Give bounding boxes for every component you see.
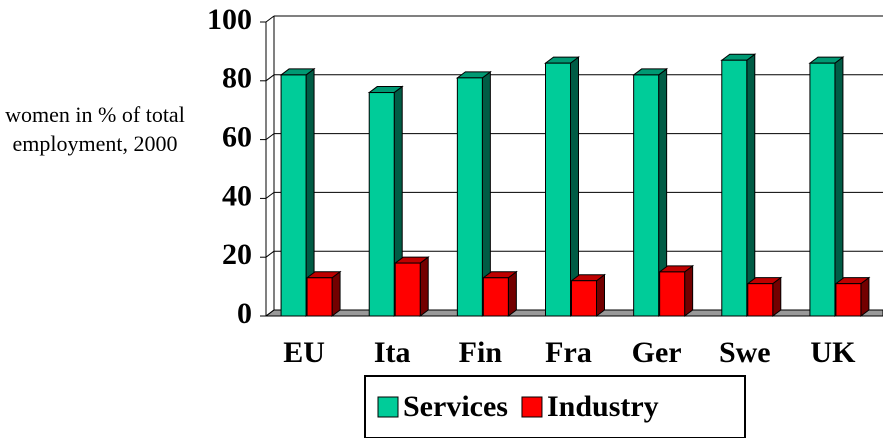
y-tick-label: 20 bbox=[222, 238, 252, 271]
bar bbox=[659, 271, 686, 317]
bar bbox=[545, 62, 571, 317]
bar bbox=[482, 277, 509, 317]
bar-side bbox=[860, 276, 870, 317]
grid-diag bbox=[265, 133, 275, 141]
bar bbox=[368, 92, 395, 317]
y-tick-label: 0 bbox=[237, 297, 252, 330]
legend-box bbox=[364, 375, 746, 438]
bar-side bbox=[419, 256, 429, 317]
bar bbox=[456, 77, 483, 317]
grid-diag bbox=[265, 250, 275, 258]
grid-diag bbox=[265, 74, 275, 82]
x-tick-label: Swe bbox=[719, 336, 771, 369]
bar-side bbox=[596, 273, 605, 317]
x-tick-label: EU bbox=[283, 336, 325, 369]
bar-side bbox=[746, 53, 756, 317]
y-tick-label: 80 bbox=[222, 62, 252, 95]
bar bbox=[394, 262, 421, 317]
bar bbox=[571, 280, 597, 317]
bar bbox=[835, 283, 862, 317]
bar bbox=[633, 74, 660, 317]
x-tick-label: Fra bbox=[545, 336, 592, 369]
y-tick-label: 60 bbox=[222, 120, 252, 153]
y-axis-label: women in % of total employment, 2000 bbox=[5, 102, 185, 156]
bar-side bbox=[772, 276, 782, 317]
bar bbox=[280, 74, 307, 317]
bar-side bbox=[507, 270, 517, 318]
x-tick-label: Ger bbox=[632, 336, 682, 369]
grid-diag bbox=[265, 191, 275, 199]
bar-side bbox=[834, 56, 844, 317]
legend-label: Services bbox=[403, 390, 508, 423]
x-tick-label: Fin bbox=[459, 336, 503, 369]
legend-label: Industry bbox=[547, 390, 659, 423]
x-tick-label: Ita bbox=[374, 336, 411, 369]
grid-diag bbox=[265, 309, 275, 317]
x-tick-label: UK bbox=[810, 336, 856, 369]
y-tick-label: 40 bbox=[222, 179, 252, 212]
bar bbox=[306, 277, 333, 317]
grid-diag bbox=[265, 15, 275, 23]
bar bbox=[747, 283, 774, 317]
bar bbox=[721, 59, 748, 317]
y-tick-label: 100 bbox=[207, 3, 252, 36]
bar bbox=[809, 62, 836, 317]
bar-side bbox=[331, 270, 341, 317]
legend-swatch bbox=[377, 396, 399, 418]
legend-swatch bbox=[521, 396, 543, 418]
bar-side bbox=[684, 264, 694, 317]
